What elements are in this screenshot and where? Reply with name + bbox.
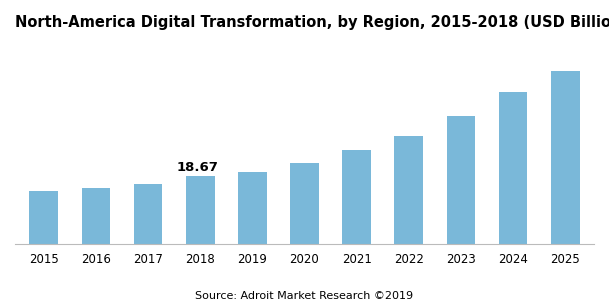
Bar	[290, 162, 319, 244]
Bar	[82, 188, 110, 244]
Text: North-America Digital Transformation, by Region, 2015-2018 (USD Billion): North-America Digital Transformation, by…	[15, 15, 609, 30]
Bar	[551, 71, 580, 244]
Bar	[29, 191, 58, 244]
Text: Source: Adroit Market Research ©2019: Source: Adroit Market Research ©2019	[195, 291, 414, 301]
Bar	[186, 176, 214, 244]
Text: 18.67: 18.67	[177, 161, 219, 174]
Bar	[499, 92, 527, 244]
Bar	[342, 150, 371, 244]
Bar	[133, 184, 163, 244]
Bar	[446, 116, 476, 244]
Bar	[395, 136, 423, 244]
Bar	[238, 172, 267, 244]
